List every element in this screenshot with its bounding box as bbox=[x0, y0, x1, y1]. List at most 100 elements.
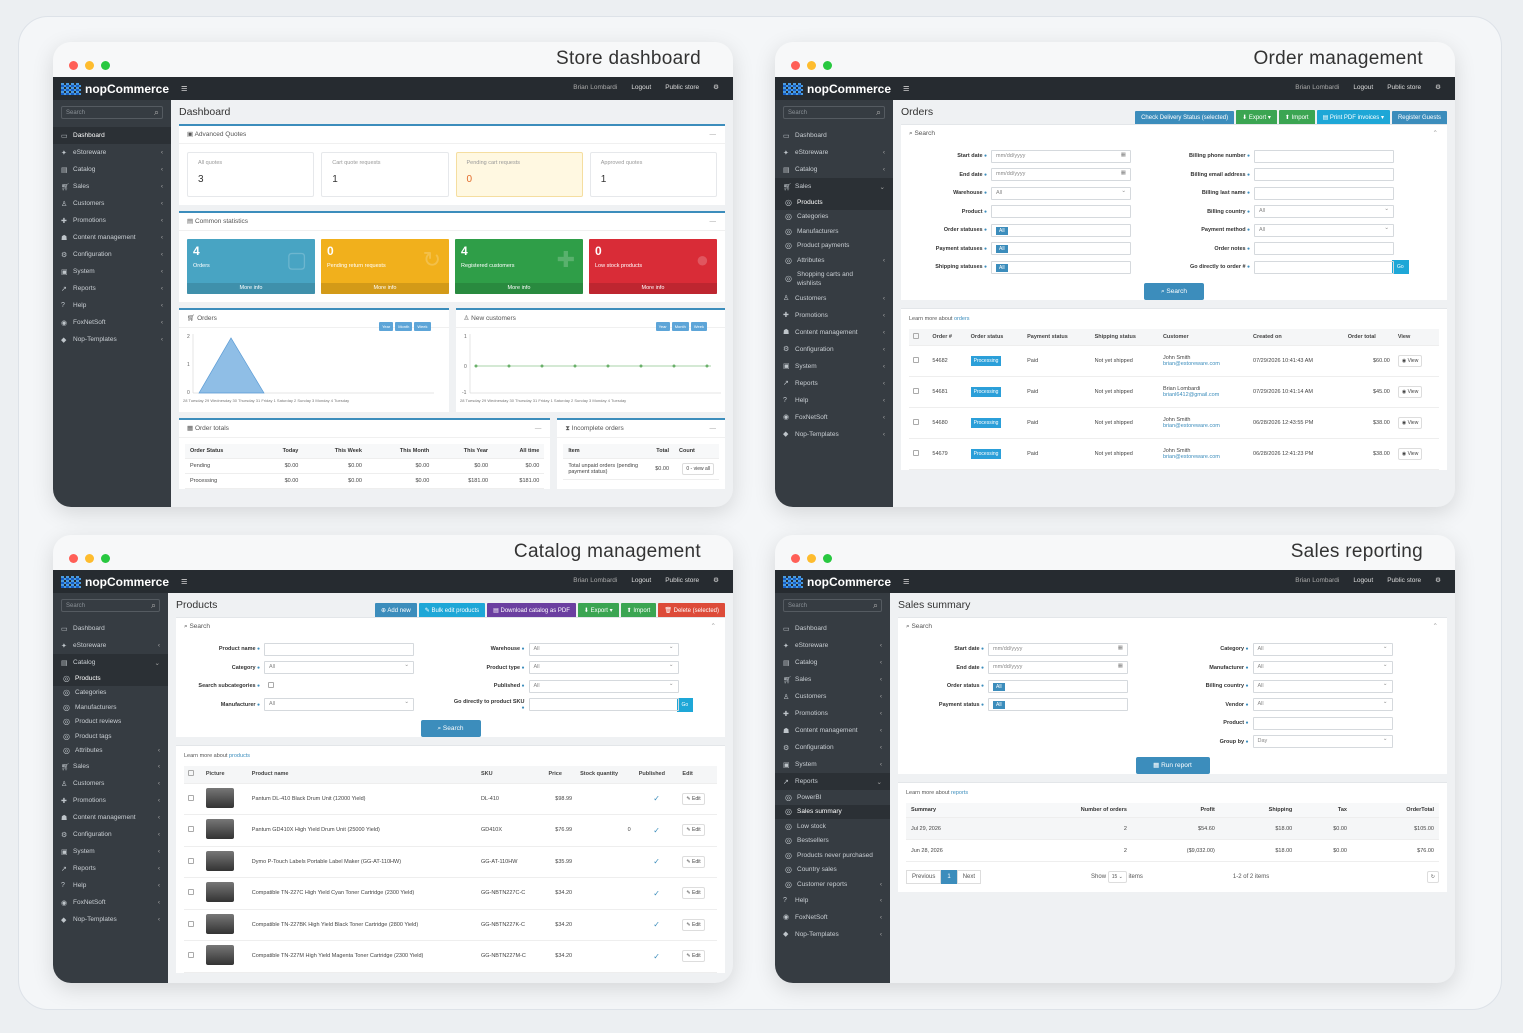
next-button[interactable]: Next bbox=[956, 870, 982, 884]
sidebar-item[interactable]: ◎ Manufacturers bbox=[775, 224, 893, 239]
sidebar-item[interactable]: ▭ Dashboard bbox=[53, 127, 171, 144]
settings-icon[interactable]: ⚙ bbox=[713, 84, 719, 91]
field-input[interactable]: All bbox=[264, 698, 414, 712]
sidebar-item[interactable]: ◆ Nop-Templates ‹ bbox=[53, 911, 168, 928]
field-input[interactable]: mm/dd/yyyy ▦ bbox=[988, 642, 1128, 656]
sidebar-item[interactable]: ♙ Customers ‹ bbox=[775, 688, 890, 705]
sidebar-item[interactable]: ▤ Catalog ‹ bbox=[775, 654, 890, 671]
field-input[interactable] bbox=[1254, 260, 1394, 274]
user-name[interactable]: Brian Lombardi bbox=[573, 577, 618, 584]
table-row[interactable]: Compatible TN-227BK High Yield Black Ton… bbox=[184, 909, 717, 941]
import-button[interactable]: ⬆ Import bbox=[1278, 110, 1315, 125]
sidebar-item[interactable]: ▣ System ‹ bbox=[775, 756, 890, 773]
sidebar-item[interactable]: ▭ Dashboard bbox=[775, 620, 890, 637]
sidebar-item[interactable]: 🛒︎ Sales ‹ bbox=[53, 178, 171, 195]
view-button[interactable]: ◉ View bbox=[1397, 355, 1423, 367]
sidebar-item[interactable]: ◆ Nop-Templates ‹ bbox=[775, 426, 893, 443]
field-input[interactable]: All bbox=[991, 260, 1131, 274]
minimize-dot[interactable] bbox=[807, 61, 816, 70]
sidebar-item[interactable]: ◎ Product payments bbox=[775, 239, 893, 254]
import-button[interactable]: ⬆ Import bbox=[620, 603, 657, 618]
field-input[interactable] bbox=[1254, 242, 1394, 256]
logout-link[interactable]: Logout bbox=[1353, 84, 1374, 91]
calendar-icon[interactable]: ▦ bbox=[1117, 663, 1123, 670]
customer-email-link[interactable]: brian@estoreware.com bbox=[1162, 361, 1220, 367]
field-input[interactable] bbox=[264, 680, 414, 693]
public-store-link[interactable]: Public store bbox=[1387, 577, 1422, 584]
field-input[interactable]: Day bbox=[1252, 735, 1393, 749]
sidebar-search-input[interactable]: Search bbox=[61, 106, 163, 119]
field-input[interactable]: All bbox=[1252, 679, 1393, 693]
row-checkbox[interactable] bbox=[188, 889, 194, 896]
edit-button[interactable]: ✎ Edit bbox=[682, 950, 705, 963]
sidebar-item[interactable]: ☗ Content management ‹ bbox=[53, 229, 171, 246]
search-button[interactable]: ⌕ Search bbox=[1144, 282, 1204, 300]
table-row[interactable]: Compatible TN-227M High Yield Magenta To… bbox=[184, 940, 717, 973]
collapse-icon[interactable]: — bbox=[709, 425, 717, 432]
delete-selected-button[interactable]: 🗑︎ Delete (selected) bbox=[658, 603, 725, 618]
calendar-icon[interactable]: ▦ bbox=[1120, 151, 1126, 158]
edit-button[interactable]: ✎ Edit bbox=[682, 824, 705, 837]
sidebar-item[interactable]: ♙ Customers ‹ bbox=[53, 195, 171, 212]
field-input[interactable]: All bbox=[991, 186, 1131, 200]
sidebar-item[interactable]: ↗ Reports ‹ bbox=[775, 375, 893, 392]
field-input[interactable]: All bbox=[528, 679, 679, 693]
close-dot[interactable] bbox=[69, 554, 78, 563]
row-checkbox[interactable] bbox=[913, 357, 919, 363]
user-name[interactable]: Brian Lombardi bbox=[573, 84, 618, 91]
field-input[interactable]: All bbox=[1254, 205, 1394, 219]
sidebar-item[interactable]: ◎ Products bbox=[775, 195, 893, 210]
sidebar-item[interactable]: ◎ PowerBI bbox=[775, 790, 890, 805]
sidebar-item[interactable]: ◉ FoxNetSoft ‹ bbox=[53, 314, 171, 331]
sidebar-item[interactable]: ◎ Bestsellers bbox=[775, 834, 890, 849]
chip-week[interactable]: Week bbox=[690, 322, 707, 331]
status-pill[interactable]: All bbox=[996, 226, 1008, 235]
user-name[interactable]: Brian Lombardi bbox=[1295, 84, 1340, 91]
field-input[interactable]: All bbox=[1254, 223, 1394, 237]
edit-button[interactable]: ✎ Edit bbox=[682, 918, 705, 931]
print-pdf-button[interactable]: ▤ Print PDF invoices ▾ bbox=[1316, 110, 1390, 125]
calendar-icon[interactable]: ▦ bbox=[1120, 170, 1126, 177]
sidebar-item[interactable]: ▣ System ‹ bbox=[53, 843, 168, 860]
sidebar-item[interactable]: ◎ Categories bbox=[775, 210, 893, 225]
bulk-edit-button[interactable]: ✎ Bulk edit products bbox=[418, 603, 486, 618]
row-checkbox[interactable] bbox=[188, 952, 194, 959]
field-input[interactable]: mm/dd/yyyy ▦ bbox=[988, 661, 1128, 675]
close-dot[interactable] bbox=[791, 61, 800, 70]
field-input[interactable] bbox=[1254, 186, 1394, 200]
row-checkbox[interactable] bbox=[913, 388, 919, 394]
more-info-link[interactable]: More info bbox=[321, 283, 449, 294]
sidebar-item[interactable]: ▤ Catalog ⌄ bbox=[53, 654, 168, 671]
field-input[interactable] bbox=[264, 642, 414, 656]
brand-logo[interactable]: nopCommerce bbox=[775, 82, 893, 96]
customer-email-link[interactable]: brianl6412@gmail.com bbox=[1162, 392, 1220, 398]
export-button[interactable]: ⬇ Export ▾ bbox=[577, 603, 619, 618]
sidebar-item[interactable]: ◉ FoxNetSoft ‹ bbox=[53, 894, 168, 911]
field-input[interactable] bbox=[991, 205, 1131, 219]
settings-icon[interactable]: ⚙ bbox=[713, 577, 719, 584]
row-checkbox[interactable] bbox=[188, 857, 194, 864]
menu-toggle-icon[interactable]: ≡ bbox=[181, 82, 188, 95]
sidebar-item[interactable]: ◎ Attributes ‹ bbox=[775, 253, 893, 268]
sidebar-item[interactable]: ⚙ Configuration ‹ bbox=[775, 739, 890, 756]
public-store-link[interactable]: Public store bbox=[1387, 84, 1422, 91]
sidebar-item[interactable]: ? Help ‹ bbox=[775, 892, 890, 909]
field-input[interactable] bbox=[528, 698, 679, 712]
sidebar-item[interactable]: ↗ Reports ‹ bbox=[53, 280, 171, 297]
maximize-dot[interactable] bbox=[823, 61, 832, 70]
table-row[interactable]: 54679 Processing Paid Not yet shipped John S… bbox=[909, 438, 1439, 470]
sidebar-item[interactable]: ◆ Nop-Templates ‹ bbox=[775, 926, 890, 943]
register-guests-button[interactable]: Register Guests bbox=[1391, 111, 1447, 126]
table-row[interactable]: Pantum DL-410 Black Drum Unit (12000 Yie… bbox=[184, 783, 717, 815]
select-all-checkbox[interactable] bbox=[188, 770, 194, 777]
sidebar-item[interactable]: ✚ Promotions ‹ bbox=[53, 212, 171, 229]
edit-button[interactable]: ✎ Edit bbox=[682, 792, 705, 805]
learn-link[interactable]: reports bbox=[950, 790, 969, 796]
sidebar-item[interactable]: ? Help ‹ bbox=[775, 392, 893, 409]
collapse-icon[interactable]: — bbox=[709, 131, 717, 138]
select-all-checkbox[interactable] bbox=[913, 332, 919, 339]
sidebar-search-input[interactable]: Search bbox=[783, 599, 882, 612]
collapse-icon[interactable]: — bbox=[709, 218, 717, 225]
logout-link[interactable]: Logout bbox=[631, 577, 652, 584]
chip-year[interactable]: Year bbox=[379, 322, 394, 331]
